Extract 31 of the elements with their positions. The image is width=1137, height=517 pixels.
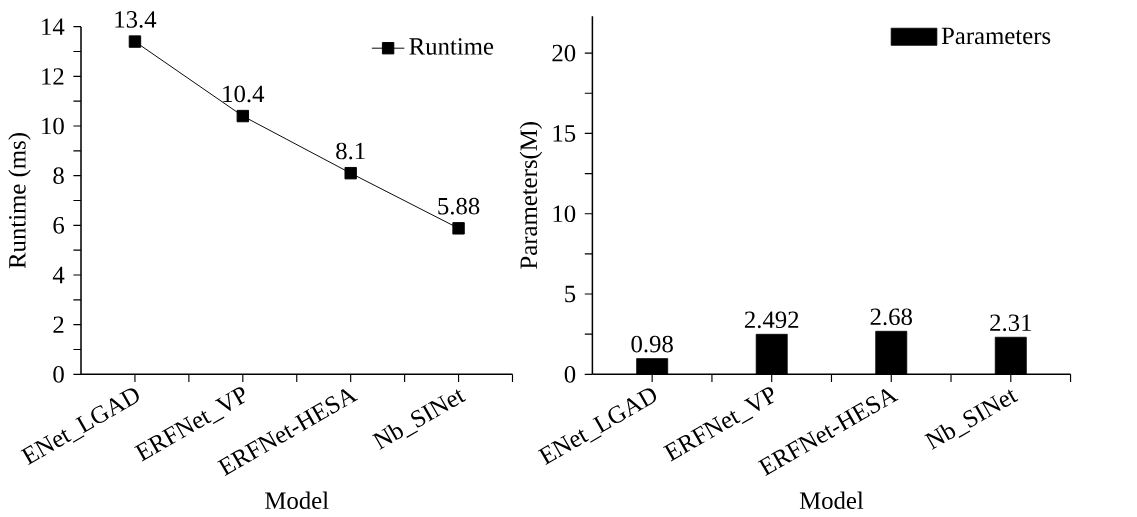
y-tick-label: 12 xyxy=(42,68,64,85)
data-label: 2.31 xyxy=(990,314,1031,332)
y-tick-label: 5 xyxy=(565,285,576,303)
data-label: 0.98 xyxy=(631,335,673,353)
y-tick-label: 14 xyxy=(42,18,65,35)
y-tick-label: 15 xyxy=(553,125,576,142)
y-tick-label: 2 xyxy=(53,316,64,333)
y-tick-label: 8 xyxy=(53,167,64,184)
data-label: 13.4 xyxy=(115,10,157,28)
legend-label: Runtime xyxy=(409,38,494,55)
x-axis-title: Model xyxy=(265,491,329,509)
data-label: 10.4 xyxy=(223,85,265,103)
data-label: 8.1 xyxy=(336,142,365,160)
y-tick-label: 0 xyxy=(564,365,576,383)
y-tick-label: 6 xyxy=(53,216,65,234)
y-axis-title: Runtime (ms) xyxy=(8,132,31,269)
legend-label: Parameters xyxy=(941,27,1051,45)
point xyxy=(452,221,465,235)
y-axis-title: Parameters(M) xyxy=(519,121,543,269)
data-label: 2.492 xyxy=(744,311,799,329)
data-label: 2.68 xyxy=(870,308,912,326)
y-tick-label: 10 xyxy=(553,205,576,222)
y-tick-label: 0 xyxy=(53,365,64,383)
point xyxy=(344,166,357,180)
y-tick-label: 4 xyxy=(52,266,65,284)
y-tick-label: 20 xyxy=(552,44,576,62)
data-label: 5.88 xyxy=(438,197,480,215)
x-axis-title: Model xyxy=(799,491,864,509)
point xyxy=(128,35,142,48)
point xyxy=(236,109,250,123)
y-tick-label: 10 xyxy=(42,117,64,135)
